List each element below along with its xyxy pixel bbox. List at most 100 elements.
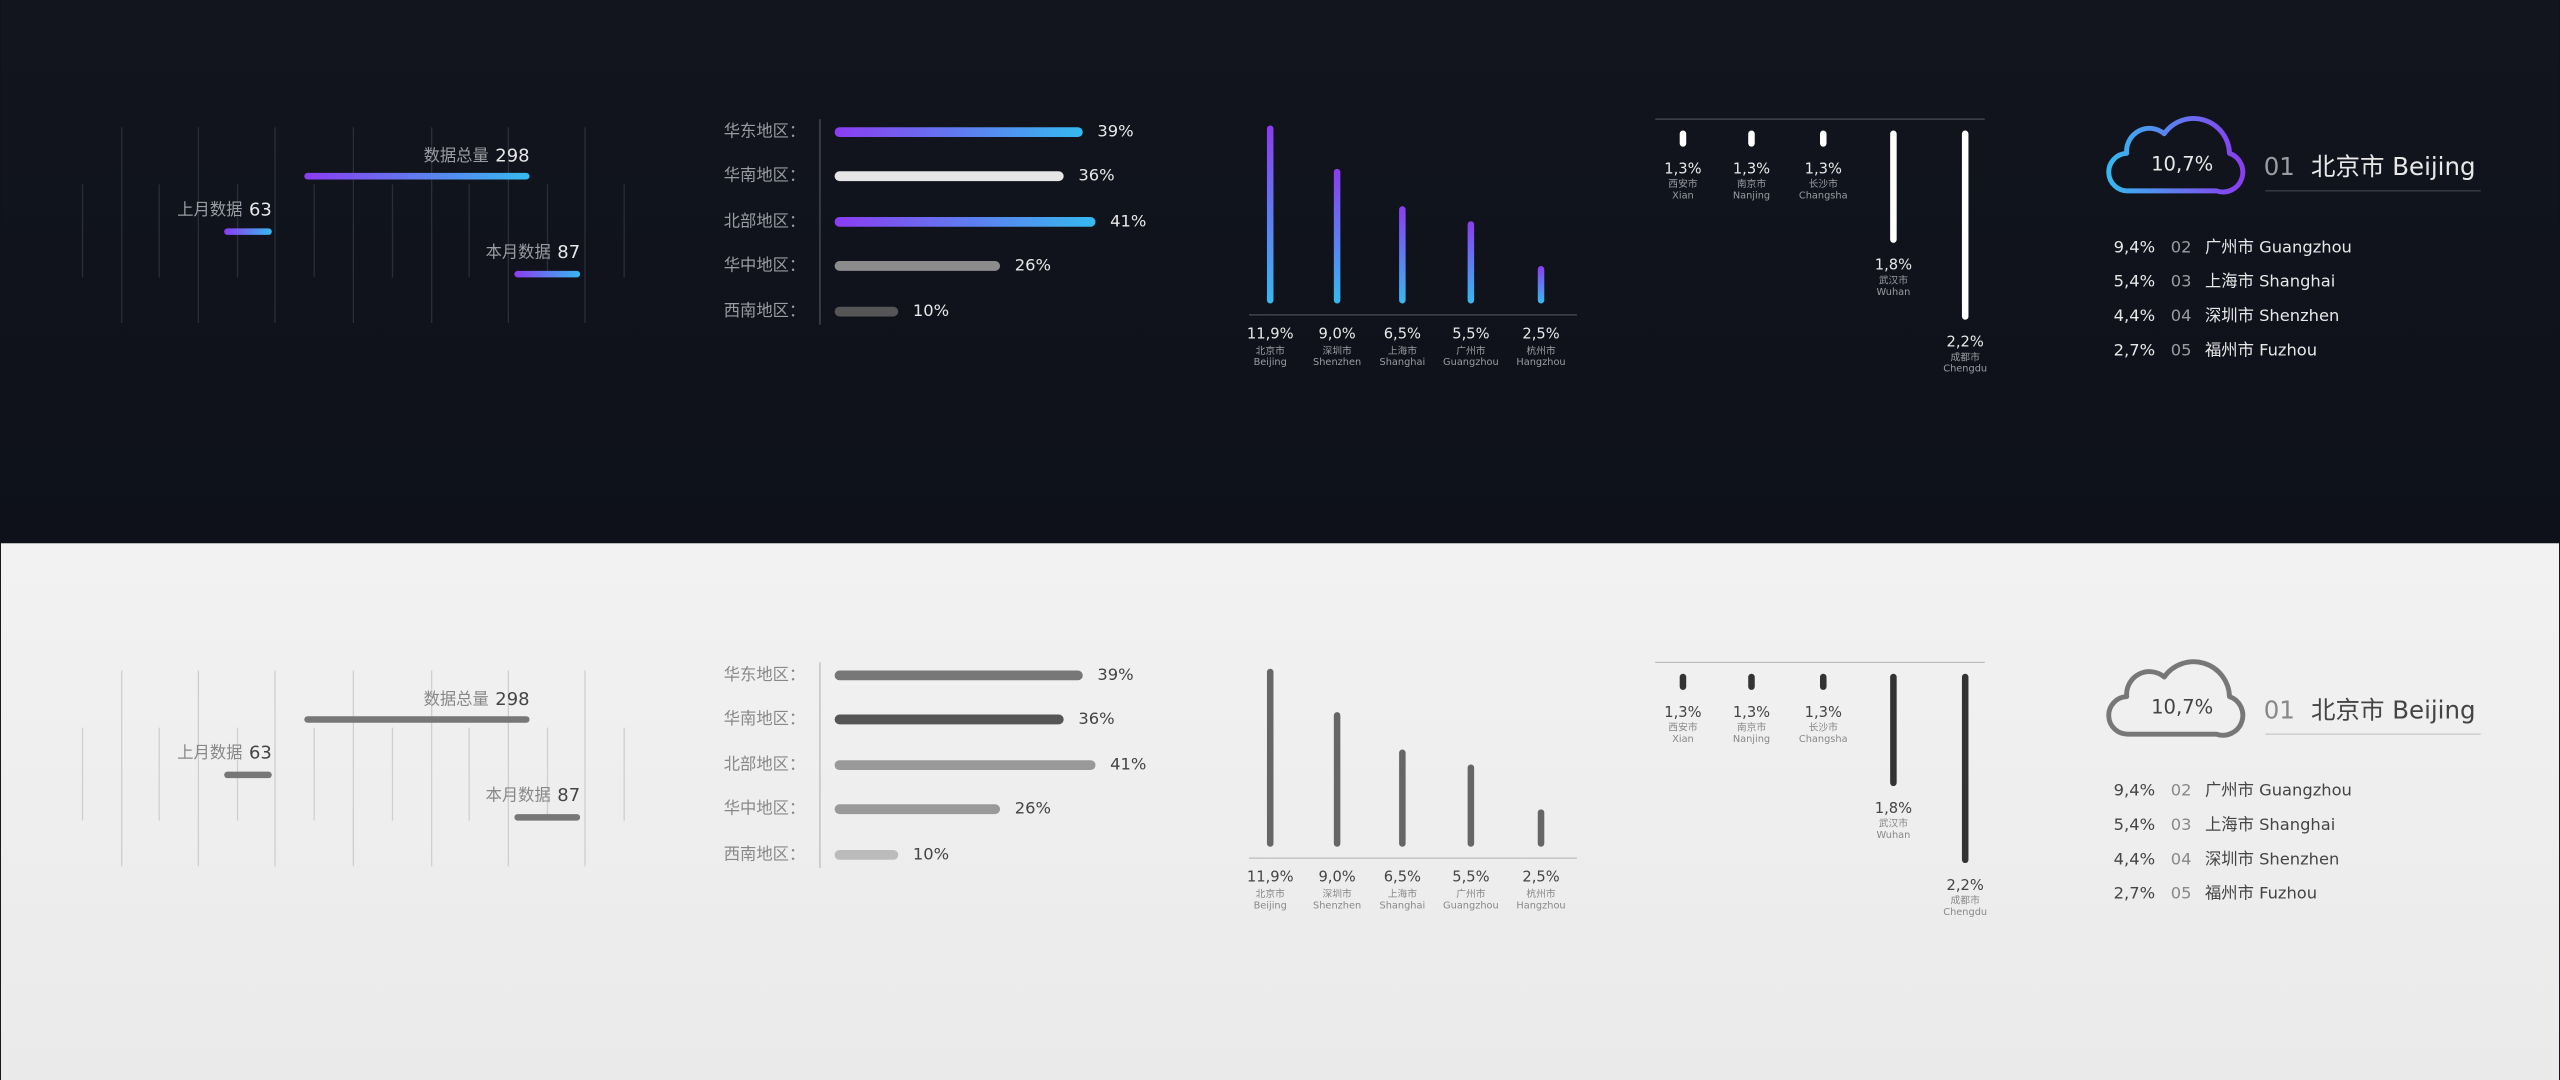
- value-label: 36%: [1078, 709, 1114, 728]
- value-label: 63: [249, 743, 272, 764]
- value-label: 36%: [1078, 166, 1114, 185]
- bar: [1333, 168, 1341, 304]
- bar: [514, 270, 581, 278]
- category-label: 北部地区：: [724, 755, 805, 774]
- rank-name: 深圳市 Shenzhen: [2205, 306, 2339, 325]
- rank-name: 福州市 Fuzhou: [2205, 340, 2317, 359]
- rank-number: 05: [2171, 340, 2192, 359]
- category-label: 华南地区：: [724, 709, 805, 728]
- top-value: 10,7%: [2151, 696, 2213, 719]
- category-label: 成都市: [1951, 894, 1981, 907]
- bar: [834, 849, 899, 860]
- category-label: 上月数据: [177, 743, 242, 762]
- category-label-en: Hangzhou: [1516, 357, 1565, 368]
- category-label: 广州市: [1456, 344, 1486, 357]
- category-label: 华东地区：: [724, 665, 805, 684]
- category-label-en: Hangzhou: [1516, 900, 1565, 911]
- bar: [1890, 673, 1897, 787]
- category-label: 西南地区：: [724, 844, 805, 863]
- category-label: 深圳市: [1322, 344, 1352, 357]
- value-label: 1,3%: [1733, 704, 1770, 721]
- light-panel: [0, 543, 2560, 1080]
- bar: [1820, 130, 1827, 147]
- category-label: 华中地区：: [724, 799, 805, 818]
- category-label: 数据总量: [424, 689, 489, 708]
- bar: [834, 261, 1001, 271]
- value-label: 9,0%: [1318, 869, 1355, 886]
- category-label: 上海市: [1388, 887, 1418, 900]
- value-label: 2,5%: [1522, 869, 1559, 886]
- value-label: 87: [557, 785, 580, 806]
- category-label: 杭州市: [1526, 887, 1556, 900]
- bar: [1467, 764, 1475, 847]
- value-label: 39%: [1097, 122, 1133, 141]
- bar: [1266, 125, 1274, 304]
- value-label: 1,3%: [1805, 160, 1842, 177]
- rank-number: 04: [2171, 849, 2192, 868]
- value-label: 5,5%: [1452, 325, 1489, 342]
- rank-value: 5,4%: [2114, 815, 2155, 834]
- category-label: 华东地区：: [724, 122, 805, 141]
- category-label: 上月数据: [177, 200, 242, 219]
- value-label: 298: [495, 689, 529, 710]
- rank-number: 02: [2171, 237, 2192, 256]
- value-label: 6,5%: [1384, 325, 1421, 342]
- category-label: 华中地区：: [724, 255, 805, 274]
- value-label: 2,2%: [1947, 877, 1984, 894]
- rank-name: 深圳市 Shenzhen: [2205, 849, 2339, 868]
- category-label-en: Changsha: [1799, 734, 1848, 745]
- bar: [834, 760, 1096, 771]
- bar: [1333, 712, 1341, 847]
- bar: [304, 716, 530, 723]
- category-label-en: Shenzhen: [1313, 357, 1361, 368]
- value-label: 26%: [1015, 255, 1051, 274]
- category-label-en: Guangzhou: [1443, 900, 1499, 911]
- dark-panel: [0, 0, 2560, 544]
- category-label: 上海市: [1388, 344, 1418, 357]
- rank-value: 2,7%: [2114, 884, 2155, 903]
- category-label: 华南地区：: [724, 166, 805, 185]
- value-label: 63: [249, 199, 272, 220]
- rank-name: 上海市 Shanghai: [2205, 815, 2335, 834]
- category-label: 西安市: [1668, 720, 1698, 733]
- value-label: 9,0%: [1318, 325, 1355, 342]
- rank-number: 04: [2171, 306, 2192, 325]
- bar: [834, 306, 899, 317]
- category-label: 本月数据: [486, 242, 551, 261]
- bar: [1748, 673, 1755, 690]
- category-label: 本月数据: [486, 786, 551, 805]
- category-label: 成都市: [1951, 350, 1981, 363]
- value-label: 87: [557, 242, 580, 263]
- category-label: 杭州市: [1526, 344, 1556, 357]
- category-label: 北京市: [1256, 887, 1286, 900]
- value-label: 41%: [1110, 755, 1146, 774]
- category-label-en: Nanjing: [1733, 734, 1770, 745]
- bar: [1961, 673, 1969, 864]
- value-label: 1,3%: [1664, 160, 1701, 177]
- value-label: 41%: [1110, 211, 1146, 230]
- rank-number: 03: [2171, 272, 2192, 291]
- top-rank: 01: [2264, 695, 2295, 724]
- category-label: 西安市: [1668, 177, 1698, 190]
- rank-name: 广州市 Guangzhou: [2205, 781, 2352, 800]
- category-label-en: Nanjing: [1733, 191, 1770, 202]
- value-label: 1,8%: [1875, 257, 1912, 274]
- category-label-en: Shenzhen: [1313, 900, 1361, 911]
- bar: [834, 714, 1064, 725]
- value-label: 11,9%: [1247, 869, 1294, 886]
- value-label: 1,3%: [1805, 704, 1842, 721]
- bar: [834, 216, 1096, 227]
- value-label: 2,2%: [1947, 334, 1984, 351]
- category-label: 南京市: [1737, 177, 1767, 190]
- rank-name: 广州市 Guangzhou: [2205, 237, 2352, 256]
- category-label: 武汉市: [1879, 817, 1909, 830]
- bar: [1399, 206, 1406, 304]
- bar: [1537, 266, 1545, 304]
- bar: [1266, 668, 1274, 847]
- value-label: 2,5%: [1522, 325, 1559, 342]
- value-label: 298: [495, 146, 529, 167]
- category-label-en: Shanghai: [1380, 357, 1426, 368]
- bar: [1679, 130, 1687, 147]
- bar: [1820, 673, 1827, 690]
